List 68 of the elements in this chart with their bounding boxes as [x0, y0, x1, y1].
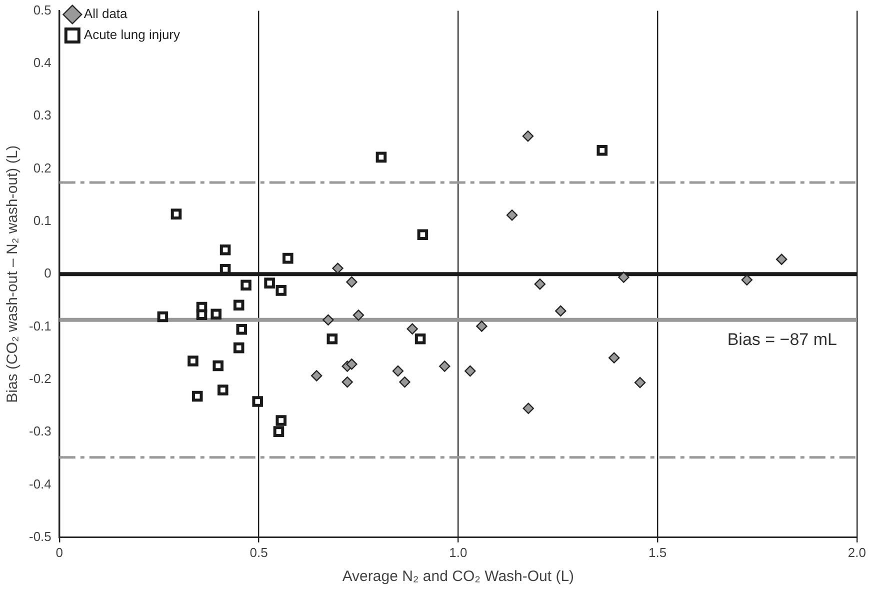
- y-tick-label: -0.5: [28, 528, 52, 544]
- point: [346, 358, 358, 370]
- point: [322, 314, 334, 326]
- point: [596, 144, 608, 156]
- point: [220, 244, 231, 256]
- x-tick-label: 0: [56, 544, 64, 560]
- legend-label: Acute lung injury: [84, 27, 181, 42]
- y-tick-label: 0.2: [33, 160, 52, 176]
- point: [417, 229, 428, 240]
- point: [392, 365, 404, 377]
- x-tick-label: 1.5: [648, 544, 667, 560]
- point: [210, 308, 222, 320]
- y-tick-label: 0.4: [33, 55, 52, 70]
- ref-line-label: Bias = −87 mL: [727, 330, 837, 350]
- point: [741, 274, 752, 286]
- point: [233, 342, 244, 354]
- point: [276, 415, 287, 426]
- point: [264, 278, 275, 288]
- point: [282, 252, 294, 264]
- point: [414, 333, 426, 344]
- y-tick-label: 0.1: [33, 213, 52, 228]
- y-tick-label: 0.5: [33, 2, 52, 18]
- y-tick-label: -0.4: [28, 476, 52, 492]
- point: [522, 130, 534, 142]
- point: [332, 262, 344, 274]
- point: [342, 376, 353, 388]
- point: [233, 300, 244, 311]
- y-axis-title: Bias (CO₂ wash-out – N₂ wash-out) (L): [4, 145, 22, 403]
- point: [634, 376, 646, 388]
- point: [776, 254, 788, 265]
- y-tick-label: 0: [44, 266, 52, 281]
- point: [476, 320, 488, 332]
- point: [192, 390, 203, 402]
- point: [534, 278, 546, 290]
- point: [218, 384, 228, 396]
- point: [346, 276, 358, 288]
- point: [170, 208, 182, 220]
- point: [276, 285, 287, 296]
- point: [326, 333, 338, 344]
- point: [618, 272, 630, 283]
- x-tick-label: 0.5: [250, 544, 268, 560]
- point: [376, 152, 387, 163]
- y-tick-label: -0.3: [28, 424, 52, 439]
- point: [311, 370, 322, 382]
- x-tick-label: 1.0: [449, 544, 468, 560]
- point: [399, 376, 410, 388]
- x-tick-label: 2.0: [848, 544, 866, 560]
- point: [464, 365, 476, 377]
- point: [506, 210, 518, 221]
- point: [236, 324, 248, 335]
- point: [252, 396, 263, 407]
- point: [157, 311, 168, 322]
- point: [406, 323, 418, 334]
- point: [240, 280, 252, 291]
- point: [522, 402, 534, 414]
- point: [212, 360, 224, 372]
- point: [196, 309, 208, 320]
- point: [555, 305, 566, 317]
- point: [608, 352, 620, 364]
- x-axis-title: Average N₂ and CO₂ Wash-Out (L): [342, 568, 574, 586]
- legend-label: All data: [84, 6, 128, 22]
- y-tick-label: -0.2: [28, 371, 52, 386]
- point: [439, 360, 450, 372]
- y-tick-label: -0.1: [28, 318, 52, 334]
- point: [188, 356, 198, 366]
- y-tick-label: 0.3: [33, 108, 52, 123]
- point: [273, 426, 284, 437]
- point: [352, 310, 364, 321]
